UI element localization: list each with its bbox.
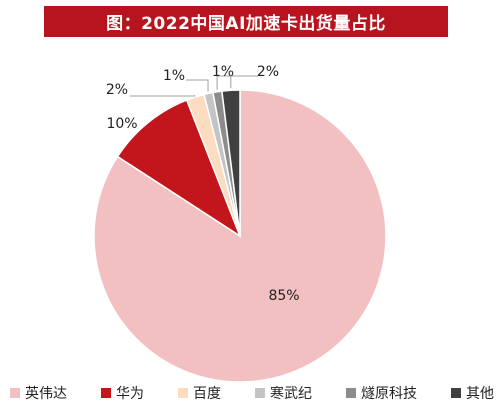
legend-swatch <box>255 388 265 398</box>
legend-swatch <box>346 388 356 398</box>
legend-label: 其他 <box>466 386 494 402</box>
legend-item: 寒武纪 <box>255 383 312 403</box>
data-label: 1% <box>163 68 185 84</box>
legend-item: 其他 <box>451 383 494 403</box>
legend-label: 百度 <box>193 386 221 402</box>
data-label: 85% <box>268 288 299 304</box>
leader-line <box>130 95 196 97</box>
leader-line <box>216 75 232 90</box>
leader-line <box>186 79 209 92</box>
leader-line <box>230 75 258 89</box>
chart-legend: 英伟达 华为 百度 寒武纪 燧原科技 其他 <box>10 384 494 402</box>
chart-title: 图：2022中国AI加速卡出货量占比 <box>44 6 448 37</box>
legend-label: 寒武纪 <box>270 386 312 402</box>
legend-item: 华为 <box>101 383 144 403</box>
data-label: 2% <box>257 64 279 80</box>
legend-item: 百度 <box>178 383 221 403</box>
legend-item: 英伟达 <box>10 383 67 403</box>
legend-label: 英伟达 <box>25 386 67 402</box>
legend-label: 华为 <box>116 386 144 402</box>
legend-swatch <box>178 388 188 398</box>
legend-swatch <box>10 388 20 398</box>
pie-slice <box>221 89 241 237</box>
legend-label: 燧原科技 <box>361 386 417 402</box>
legend-item: 燧原科技 <box>346 383 417 403</box>
pie-slice <box>116 99 242 238</box>
data-label: 2% <box>106 82 128 98</box>
data-label: 1% <box>212 64 234 80</box>
legend-swatch <box>451 388 461 398</box>
data-label: 10% <box>106 116 137 132</box>
legend-swatch <box>101 388 111 398</box>
